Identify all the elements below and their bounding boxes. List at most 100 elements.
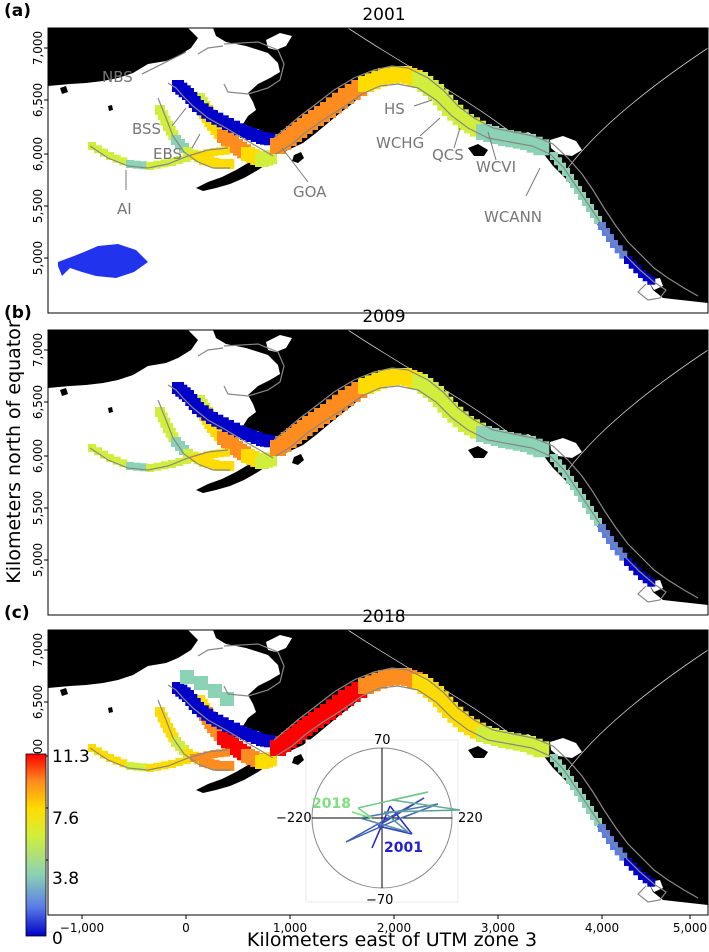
survey-cell xyxy=(220,692,234,706)
survey-cell xyxy=(139,463,148,472)
survey-cell xyxy=(624,558,632,566)
survey-cell xyxy=(209,459,220,470)
survey-cell xyxy=(94,747,102,756)
survey-cell xyxy=(119,459,128,468)
survey-cell xyxy=(153,160,162,169)
survey-cell xyxy=(157,412,168,423)
map-panel-2001: (a) 2001 7,000 6,500 6,000 5,500 5,000 xyxy=(4,1,709,314)
y-tick-label: 5,500 xyxy=(31,189,45,223)
y-tick-label: 6,000 xyxy=(31,137,45,171)
survey-cell xyxy=(88,444,96,452)
y-tick-label: 5,000 xyxy=(31,543,45,577)
survey-cell xyxy=(550,754,558,762)
survey-cell xyxy=(210,750,218,758)
survey-cell xyxy=(628,562,637,571)
survey-cell xyxy=(647,276,656,285)
survey-cell xyxy=(216,147,224,156)
y-tick-label: 7,000 xyxy=(31,333,45,367)
survey-cell xyxy=(157,110,168,121)
survey-cell xyxy=(638,572,646,580)
survey-cell xyxy=(153,762,162,771)
y-axis-label: Kilometers north of equator xyxy=(3,320,25,584)
survey-cell xyxy=(550,152,558,160)
survey-cell xyxy=(633,567,642,576)
survey-cell xyxy=(106,454,114,462)
survey-cell xyxy=(183,749,193,759)
survey-cell xyxy=(190,152,198,160)
survey-cell xyxy=(182,756,191,764)
survey-cell xyxy=(224,159,235,169)
survey-cell xyxy=(182,456,191,464)
legend-min: 0 xyxy=(52,929,63,949)
survey-cell xyxy=(204,156,215,167)
survey-cell xyxy=(160,717,171,728)
region-label-bss: BSS xyxy=(132,120,161,138)
y-tick-label: 5,500 xyxy=(31,491,45,525)
halibut-icon xyxy=(58,244,148,278)
survey-cell xyxy=(614,847,623,856)
map-panel-2009: (b) 2009 7,000 6,500 6,000 5,500 5,000 xyxy=(4,303,709,616)
survey-cell xyxy=(199,457,209,467)
survey-cell xyxy=(619,250,628,259)
survey-cell xyxy=(619,852,628,861)
survey-cell xyxy=(183,449,193,459)
survey-cell xyxy=(153,462,162,471)
panel-letter: (a) xyxy=(4,1,31,21)
survey-cell xyxy=(628,862,637,871)
inset-top-label: 70 xyxy=(374,733,391,748)
survey-cell xyxy=(100,450,108,459)
trajectory-segment xyxy=(395,803,439,821)
survey-cell xyxy=(199,155,209,165)
survey-cell xyxy=(628,260,637,269)
region-label-goa: GOA xyxy=(293,183,327,201)
survey-cell xyxy=(550,454,558,462)
region-label-wchg: WCHG xyxy=(376,134,424,152)
survey-cell xyxy=(94,447,102,456)
trajectory-segment xyxy=(345,797,425,843)
y-tick-label: 6,500 xyxy=(31,685,45,719)
survey-cell xyxy=(100,750,108,759)
survey-cell xyxy=(196,752,205,761)
panel-year: 2001 xyxy=(362,5,405,25)
survey-cell xyxy=(610,542,618,550)
survey-cell xyxy=(204,758,215,769)
x-tick-label: 0 xyxy=(182,921,190,935)
survey-cell xyxy=(210,450,218,458)
survey-cell xyxy=(222,748,230,757)
survey-cell xyxy=(204,458,215,469)
survey-cell xyxy=(642,575,651,584)
x-tick-label: 2,000 xyxy=(377,921,411,935)
region-label-nbs: NBS xyxy=(102,68,133,86)
survey-cell xyxy=(638,872,646,880)
survey-cell xyxy=(160,461,169,470)
x-tick-label: 4,000 xyxy=(585,921,619,935)
inset-start-year: 2001 xyxy=(384,840,423,856)
survey-cell xyxy=(160,115,171,126)
survey-cell xyxy=(160,417,171,428)
survey-cell xyxy=(633,265,642,274)
survey-cell xyxy=(88,744,96,752)
survey-cell xyxy=(203,149,212,158)
trajectory-segment xyxy=(391,799,461,811)
inset-trajectory xyxy=(345,791,461,849)
survey-cell xyxy=(100,148,108,157)
inset-right-label: 220 xyxy=(458,811,483,826)
survey-cell xyxy=(210,148,218,156)
region-label-qcs: QCS xyxy=(432,146,464,164)
survey-cell xyxy=(106,754,114,762)
x-tick-label: 1,000 xyxy=(273,921,307,935)
survey-cell xyxy=(216,449,224,458)
color-legend: 11.3 7.6 3.8 0 xyxy=(25,747,90,949)
trajectory-segment xyxy=(389,805,413,835)
survey-cell xyxy=(633,867,642,876)
survey-cell xyxy=(216,749,224,758)
survey-cell xyxy=(112,154,121,163)
x-tick-label: 3,000 xyxy=(481,921,515,935)
trajectory-segment xyxy=(357,807,373,819)
survey-cell xyxy=(146,764,154,772)
survey-cell xyxy=(139,161,148,170)
survey-cell xyxy=(638,270,646,278)
survey-cell xyxy=(610,240,618,248)
survey-cell xyxy=(183,147,193,157)
y-tick-label: 5,000 xyxy=(31,241,45,275)
